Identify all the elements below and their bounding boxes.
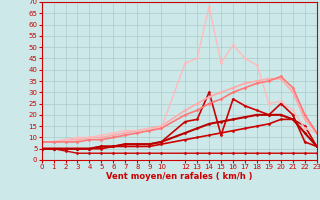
X-axis label: Vent moyen/en rafales ( km/h ): Vent moyen/en rafales ( km/h ) xyxy=(106,172,252,181)
